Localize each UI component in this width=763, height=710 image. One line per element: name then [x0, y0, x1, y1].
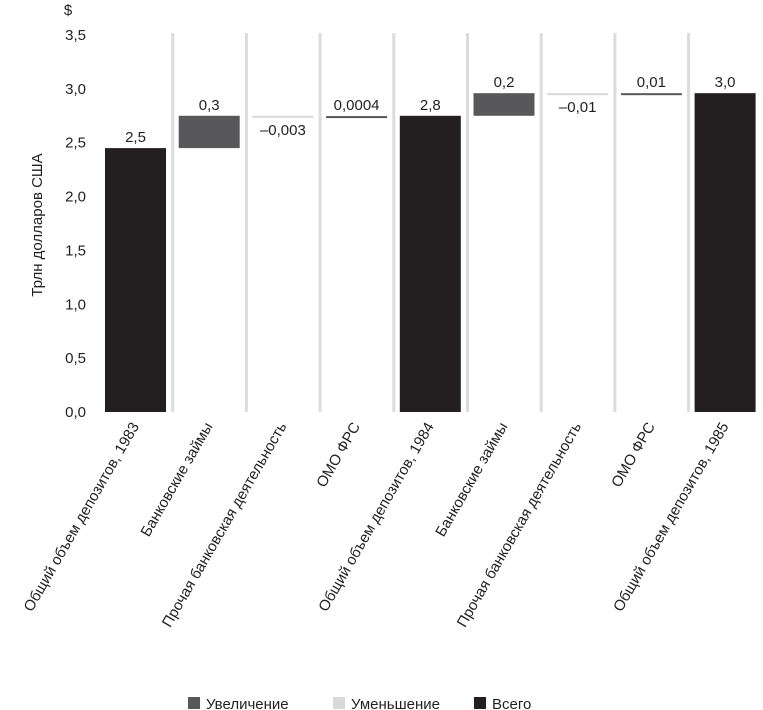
y-tick-label: 1,0: [65, 296, 86, 313]
y-axis-label: Трлн долларов США: [29, 153, 46, 296]
data-label: –0,01: [559, 99, 597, 116]
data-label: 0,3: [199, 97, 220, 114]
x-tick-label: Прочая банковская деятельность: [454, 419, 586, 630]
x-tick-label: ОМО ФРС: [608, 419, 659, 490]
data-label: 0,0004: [334, 97, 380, 114]
y-tick-label: 1,5: [65, 242, 86, 259]
bar-increase: [620, 93, 682, 96]
unit-label: $: [64, 2, 73, 19]
data-label: 0,01: [637, 74, 666, 91]
bar-total: [694, 93, 756, 412]
y-tick-label: 3,0: [65, 81, 86, 98]
x-tick-label: ОМО ФРС: [313, 419, 364, 490]
bar-total: [105, 148, 166, 412]
bar-increase: [326, 116, 388, 119]
data-label: 0,2: [494, 74, 515, 91]
x-tick-label: Прочая банковская деятельность: [159, 419, 291, 630]
legend-swatch-increase: [188, 697, 200, 709]
legend-swatch-total: [474, 697, 486, 709]
x-tick-label: Банковские займы: [432, 420, 511, 540]
bar-decrease: [252, 115, 314, 118]
legend-label: Всего: [492, 696, 531, 710]
bar-decrease: [547, 93, 609, 96]
y-tick-label: 0,5: [65, 350, 86, 367]
y-tick-label: 3,5: [65, 27, 86, 44]
bar-increase: [473, 93, 535, 116]
y-tick-label: 2,0: [65, 189, 86, 206]
bar-increase: [178, 115, 240, 149]
y-tick-label: 2,5: [65, 135, 86, 152]
bar-total: [399, 115, 461, 413]
data-label: 3,0: [715, 74, 736, 91]
x-tick-label: Банковские займы: [137, 420, 216, 540]
data-label: 2,5: [125, 129, 146, 146]
legend-label: Уменьшение: [351, 696, 440, 710]
x-tick-label: Общий объем депозитов, 1983: [20, 420, 142, 615]
legend-label: Увеличение: [206, 696, 289, 710]
y-tick-label: 0,0: [65, 404, 86, 421]
data-label: –0,003: [260, 122, 306, 139]
legend-swatch-decrease: [333, 697, 345, 709]
data-label: 2,8: [420, 97, 441, 114]
